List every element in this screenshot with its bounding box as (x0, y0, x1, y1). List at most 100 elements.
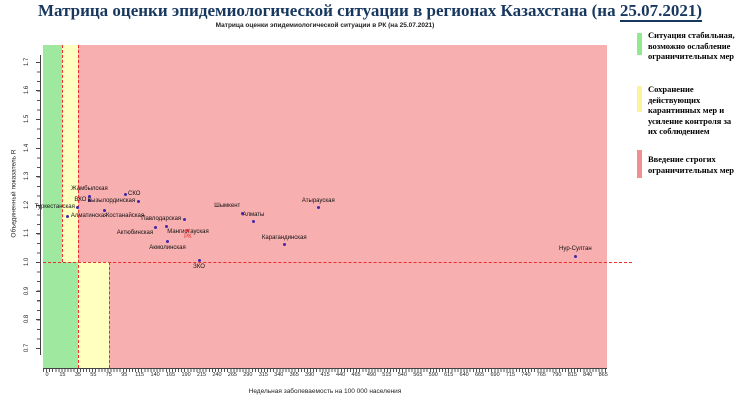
y-tick-label: 1.0 (24, 257, 30, 267)
data-point (153, 226, 157, 230)
legend-swatch-0 (637, 33, 642, 55)
x-tick-label: 640 (459, 372, 469, 378)
y-tick-mark (36, 90, 40, 92)
x-tick-label: 790 (552, 372, 562, 378)
x-tick-label: 165 (166, 372, 176, 378)
zone-green-upper (43, 45, 63, 262)
x-tick-label: 315 (258, 372, 268, 378)
y-tick-label: 1.5 (24, 114, 30, 124)
x-tick-label: 290 (243, 372, 253, 378)
x-tick-label: 615 (444, 372, 454, 378)
x-axis-minor-ticks (43, 369, 607, 372)
data-point (66, 214, 70, 218)
zone-red-lower (108, 262, 607, 368)
x-tick-label: 95 (121, 372, 128, 378)
y-tick-label: 1.7 (24, 57, 30, 66)
x-tick-label: 740 (521, 372, 531, 378)
data-point-label: Алматы (242, 211, 265, 218)
data-point (123, 193, 127, 197)
x-tick-label: 765 (536, 372, 546, 378)
x-tick-label: 390 (305, 372, 315, 378)
x-axis-label: Недельная заболеваемость на 100 000 насе… (248, 388, 402, 395)
data-point-label: ВКО (74, 197, 87, 203)
chart-title: Матрица оценки эпидемиологической ситуац… (215, 22, 435, 29)
x-tick-label: 340 (274, 372, 284, 378)
data-point-label: Атырауская (301, 197, 335, 204)
zone-yellow-lower (77, 262, 109, 368)
data-point (76, 206, 80, 210)
y-tick-label: 0.8 (24, 315, 30, 324)
data-point (87, 199, 91, 202)
y-tick-mark (36, 347, 40, 349)
legend-label-1: Сохранение действующих карантинных мер и… (648, 84, 732, 137)
data-point (197, 259, 201, 263)
x-tick-label: 365 (289, 372, 299, 378)
legend-label-2: Введение строгих ограничительных мер (648, 154, 734, 175)
x-tick-label: 215 (196, 372, 207, 378)
x-tick-label: 240 (212, 372, 222, 378)
x-tick-label: 815 (567, 372, 577, 378)
x-tick-label: 75 (105, 372, 112, 378)
x-tick-label: 55 (90, 372, 97, 378)
data-point (103, 209, 107, 213)
data-point-label: Туркестанская (34, 204, 75, 211)
data-point-label: Актюбинская (116, 230, 154, 237)
data-point-label: Шымкент (214, 203, 241, 210)
data-point-label: СКО (128, 191, 141, 198)
y-axis-label: Объединенный показатель R (10, 149, 18, 238)
data-point (240, 211, 244, 215)
y-tick-mark (36, 319, 40, 321)
data-point-label: Карагандинская (261, 234, 307, 241)
threshold-line-vertical-upper (62, 45, 64, 262)
data-point-label: Костанайская (105, 213, 145, 220)
x-tick-label: 715 (505, 372, 516, 378)
y-tick-label: 0.7 (24, 343, 30, 352)
data-point-label: Нур-Султан (559, 246, 592, 253)
x-tick-label: 465 (351, 372, 361, 378)
data-point (87, 194, 91, 198)
legend: Ситуация стабильная, возможно ослабление… (630, 28, 740, 228)
x-tick-label: 515 (382, 372, 392, 378)
legend-swatch-1 (637, 86, 642, 112)
y-tick-mark (36, 262, 40, 263)
data-point (251, 220, 255, 224)
y-axis-line (40, 55, 41, 355)
data-point (136, 200, 140, 204)
zone-yellow-upper (62, 45, 78, 262)
x-tick-label: 140 (150, 372, 160, 378)
page-title-text: Матрица оценки эпидемиологической ситуац… (37, 1, 620, 20)
zone-green-lower (43, 262, 78, 368)
legend-swatch-2 (637, 150, 642, 178)
x-tick-label: 590 (428, 372, 438, 378)
threshold-line-vertical-lower (108, 262, 110, 368)
y-tick-mark (36, 119, 40, 120)
x-tick-label: 865 (598, 372, 608, 378)
page-title-date: 25.07.2021) (619, 1, 703, 22)
x-tick-label: 190 (181, 372, 191, 378)
x-tick-label: 565 (413, 372, 423, 378)
x-tick-label: 0 (45, 372, 49, 378)
y-tick-label: 1.6 (24, 86, 30, 95)
reference-line-r1 (43, 262, 632, 263)
data-point (186, 229, 190, 233)
data-point-label: РК (184, 233, 192, 240)
legend-label-0: Ситуация стабильная, возможно ослабление… (648, 30, 735, 62)
page-title: Матрица оценки эпидемиологической ситуац… (0, 0, 740, 22)
x-tick-label: 840 (583, 372, 593, 378)
x-axis-line (43, 368, 607, 369)
x-tick-label: 540 (397, 372, 407, 378)
y-tick-label: 1.1 (24, 229, 30, 238)
zone-red-upper (77, 45, 607, 262)
x-tick-label: 265 (227, 372, 237, 378)
y-tick-mark (36, 61, 40, 63)
data-point-label: Алматинская (70, 212, 108, 219)
x-tick-label: 490 (366, 372, 377, 378)
y-tick-mark (36, 290, 40, 292)
data-point (282, 243, 286, 247)
data-point-label: Жамбылская (71, 186, 108, 193)
data-point (182, 217, 186, 221)
data-point-label: Акмолинская (149, 244, 186, 251)
x-tick-label: 35 (74, 372, 81, 378)
data-point-label: Павлодарская (141, 215, 182, 222)
